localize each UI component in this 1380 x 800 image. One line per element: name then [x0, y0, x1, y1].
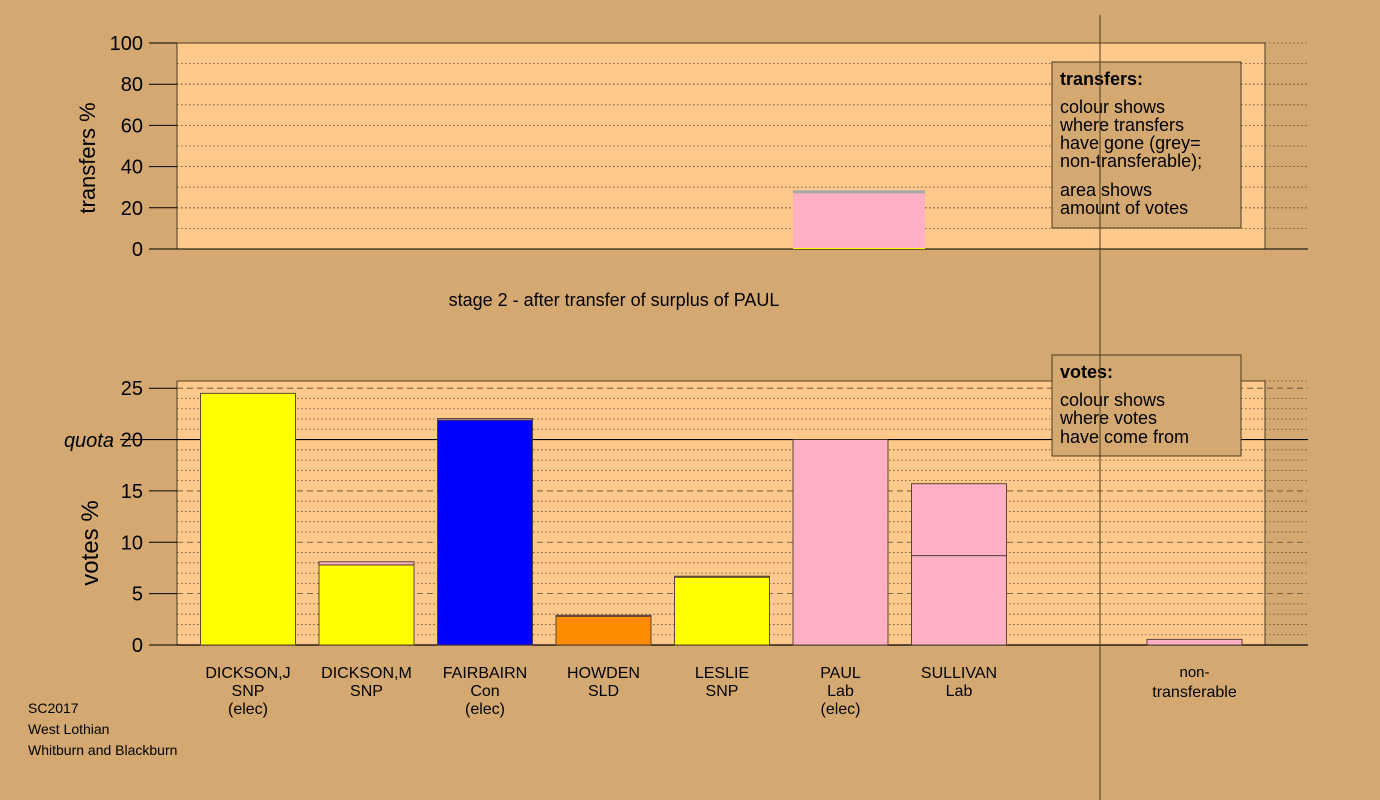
candidate-label: DICKSON,M: [321, 665, 412, 682]
candidate-label: Con: [470, 683, 499, 700]
transfer-segment: [793, 190, 925, 194]
transfers-legend-line: non-transferable);: [1060, 151, 1202, 171]
footer-ward: Whitburn and Blackburn: [28, 742, 177, 758]
transfers-bars: [793, 190, 925, 249]
footer-election: SC2017: [28, 700, 79, 716]
candidate-label: LESLIE: [695, 665, 749, 682]
candidate-label: SULLIVAN: [921, 665, 997, 682]
candidate-label: HOWDEN: [567, 665, 640, 682]
footer-council: West Lothian: [28, 721, 109, 737]
votes-tick-label: 20: [121, 430, 143, 452]
transfers-panel: 0 20 40 60 80 100 transfers % stage 2 - after…: [75, 33, 1308, 310]
candidate-label: DICKSON,J: [205, 665, 290, 682]
vote-bar-segment: [911, 483, 1007, 557]
votes-legend: votes: colour shows where votes have com…: [1051, 354, 1242, 457]
votes-tick-label: 15: [121, 481, 143, 503]
transfers-y-axis-label: transfers %: [75, 102, 100, 213]
vote-bar-segment: [318, 561, 415, 566]
candidate-label: PAUL: [820, 665, 861, 682]
transfers-legend-line: area shows: [1060, 180, 1152, 200]
votes-bars: [200, 392, 1243, 646]
nontransferable-label: non-: [1179, 664, 1209, 681]
vote-bar-segment: [437, 419, 533, 646]
transfers-tick-label: 0: [132, 239, 143, 261]
candidate-label: (elec): [820, 701, 860, 718]
nontransferable-bar: [1146, 638, 1243, 646]
candidate-label: SNP: [706, 683, 739, 700]
transfers-tick-label: 40: [121, 157, 143, 179]
votes-y-axis-label: votes %: [77, 500, 104, 585]
transfer-segment: [793, 247, 925, 249]
transfers-tick-label: 80: [121, 74, 143, 96]
transfers-legend-title: transfers:: [1060, 69, 1143, 89]
candidate-label: FAIRBAIRN: [443, 665, 527, 682]
candidate-label: (elec): [228, 701, 268, 718]
candidate-label: SNP: [232, 683, 265, 700]
vote-bar-segment: [674, 575, 770, 578]
vote-bar-segment: [911, 555, 1007, 646]
transfers-legend-line: colour shows: [1060, 97, 1165, 117]
vote-bar-segment: [674, 576, 770, 646]
footer: SC2017 West Lothian Whitburn and Blackbu…: [28, 700, 177, 758]
transfers-legend: transfers: colour shows where transfers …: [1051, 61, 1242, 229]
votes-legend-line: colour shows: [1060, 390, 1165, 410]
candidate-label: Lab: [827, 683, 854, 700]
nontransferable-label: transferable: [1152, 684, 1237, 701]
candidate-label: (elec): [465, 701, 505, 718]
vote-bar-segment: [437, 418, 533, 421]
transfers-legend-line: where transfers: [1059, 115, 1184, 135]
transfer-segment: [793, 193, 925, 248]
votes-legend-line: where votes: [1059, 408, 1157, 428]
stage-title: stage 2 - after transfer of surplus of P…: [449, 290, 780, 310]
transfers-legend-line: have gone (grey=: [1060, 133, 1201, 153]
votes-tick-label: 25: [121, 378, 143, 400]
vote-bar-segment: [318, 564, 415, 646]
transfers-tick-label: 60: [121, 115, 143, 137]
votes-tick-label: 0: [132, 635, 143, 657]
quota-label: quota: [64, 430, 114, 452]
candidate-label: Lab: [946, 683, 973, 700]
transfers-y-ticks: 0 20 40 60 80 100: [110, 33, 1308, 261]
vote-bar-segment: [555, 615, 652, 646]
transfers-tick-label: 20: [121, 198, 143, 220]
vote-bar-segment: [792, 439, 889, 646]
transfers-tick-label: 100: [110, 33, 143, 55]
candidate-labels: DICKSON,JSNP(elec)DICKSON,MSNPFAIRBAIRNC…: [205, 664, 1237, 718]
vote-bar-segment: [555, 614, 652, 617]
votes-tick-label: 5: [132, 584, 143, 606]
votes-legend-line: have come from: [1060, 427, 1189, 447]
transfers-legend-line: amount of votes: [1060, 198, 1188, 218]
votes-y-ticks: 0 5 10 15 20 25: [121, 378, 177, 657]
votes-legend-title: votes:: [1060, 362, 1113, 382]
candidate-label: SLD: [588, 683, 619, 700]
candidate-label: SNP: [350, 683, 383, 700]
votes-tick-label: 10: [121, 532, 143, 554]
vote-bar-segment: [200, 392, 296, 646]
